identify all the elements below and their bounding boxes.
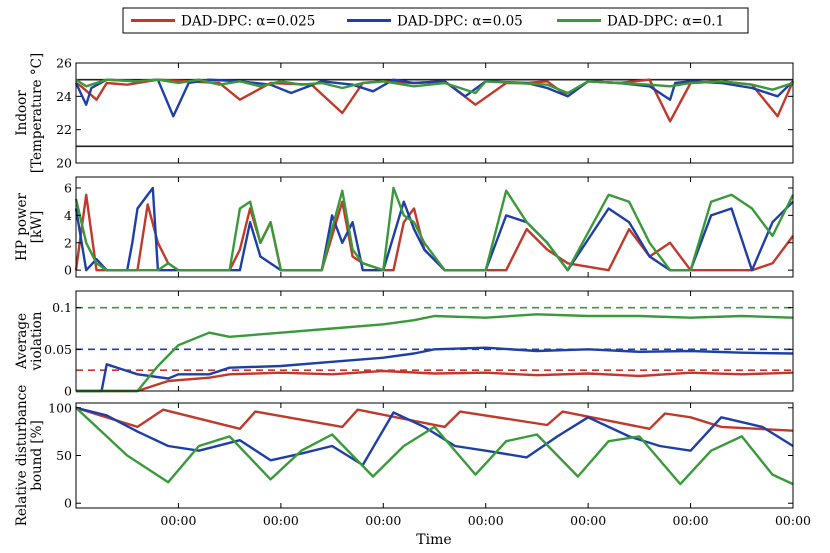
series-line <box>75 406 794 486</box>
x-tick-label: 00:00 <box>160 513 196 528</box>
y-axis-label-line: violation <box>29 311 45 371</box>
y-axis-label-line: Average <box>14 313 30 370</box>
y-axis-label-line: Relative disturbance <box>14 385 30 527</box>
y-tick-label: 0 <box>64 496 72 511</box>
panel-temperature: 20 22 24 26 Indoor[Temperature °C] <box>14 53 795 173</box>
series-line <box>75 406 794 467</box>
y-axis-label-line: [kW] <box>29 211 45 244</box>
series-line <box>74 186 795 272</box>
plot-area <box>76 291 793 391</box>
x-tick-label: 00:00 <box>468 513 504 528</box>
panel-frame <box>75 62 794 164</box>
y-axis-label-line: [Temperature °C] <box>29 53 45 173</box>
panel-frame <box>75 290 794 392</box>
y-axis-label: Averageviolation <box>14 311 45 371</box>
x-tick-label: 00:00 <box>775 513 811 528</box>
panel-hp_power: 0 2 4 6 HP power[kW] <box>14 176 795 278</box>
y-tick-label: 0.05 <box>44 342 72 357</box>
series-line <box>76 313 794 393</box>
legend-label: DAD-DPC: α=0.05 <box>397 14 523 30</box>
x-tick-label: 00:00 <box>673 513 709 528</box>
x-axis-label: Time <box>416 532 451 548</box>
y-axis-label-line: Indoor <box>14 90 30 136</box>
panel-frame <box>75 176 794 278</box>
x-tick-label: 00:00 <box>263 513 299 528</box>
legend-box <box>122 7 749 34</box>
y-tick-label: 50 <box>56 448 72 463</box>
x-axis: 00:00 00:00 00:00 00:00 00:00 00:00 00:00 <box>160 513 811 528</box>
y-axis-label-line: bound [%] <box>29 420 45 490</box>
panel-average_violation: 0 0.05 0.1 Averageviolation <box>14 290 794 399</box>
y-tick-label: 26 <box>56 56 72 71</box>
y-axis-label: Relative disturbancebound [%] <box>14 385 45 527</box>
x-tick-label: 00:00 <box>570 513 606 528</box>
plot-area <box>76 63 793 163</box>
y-tick-label: 20 <box>56 156 72 171</box>
x-tick-label: 00:00 <box>365 513 401 528</box>
y-tick-label: 0.1 <box>52 300 72 315</box>
y-tick-label: 100 <box>48 400 72 415</box>
series-line <box>75 406 794 432</box>
y-axis-label-line: HP power <box>14 192 30 260</box>
y-tick-label: 22 <box>56 122 72 137</box>
plot-area <box>76 403 793 508</box>
series-line <box>74 186 794 272</box>
series-line <box>75 78 794 95</box>
series-line <box>74 78 794 118</box>
series-line <box>76 369 794 393</box>
y-tick-label: 4 <box>64 208 72 223</box>
y-axis-label: Indoor[Temperature °C] <box>14 53 45 173</box>
series-line <box>76 346 794 393</box>
legend-label: DAD-DPC: α=0.1 <box>607 14 724 30</box>
y-axis-label: HP power[kW] <box>14 192 45 260</box>
y-tick-label: 0 <box>64 384 72 399</box>
legend: DAD-DPC: α=0.025 DAD-DPC: α=0.05 DAD-DPC: … <box>122 7 749 34</box>
y-tick-label: 6 <box>64 180 72 195</box>
y-tick-label: 2 <box>64 235 72 250</box>
y-tick-label: 24 <box>56 89 72 104</box>
legend-label: DAD-DPC: α=0.025 <box>181 14 315 30</box>
y-tick-label: 0 <box>64 263 72 278</box>
